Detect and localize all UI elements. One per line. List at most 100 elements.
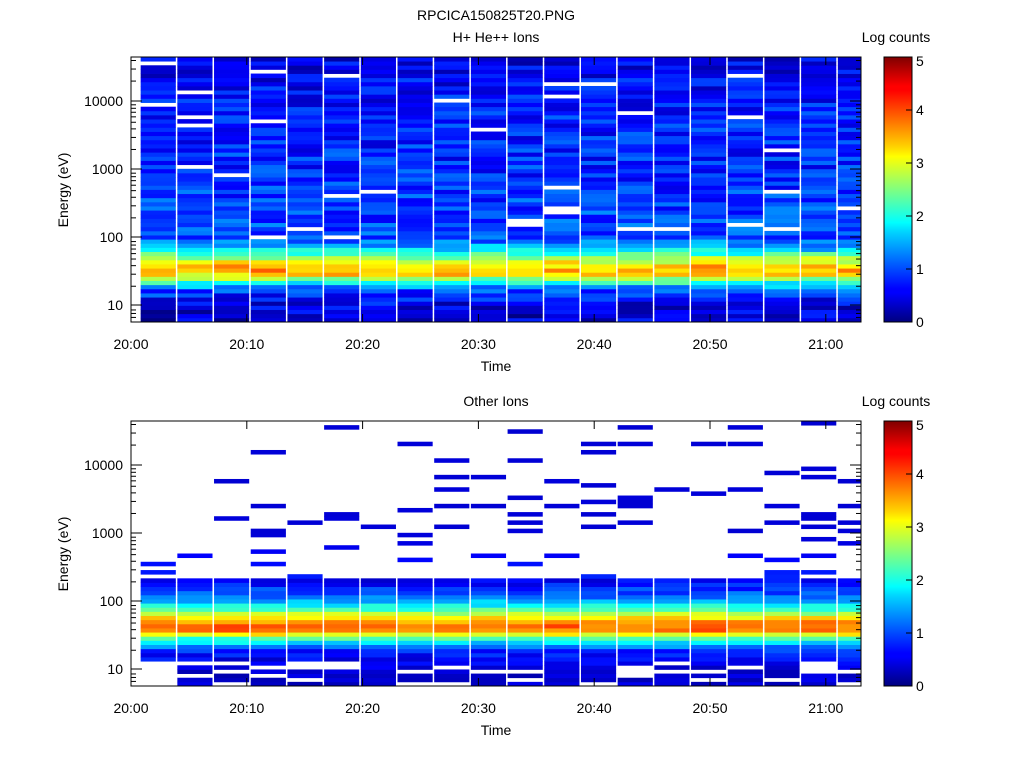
heatmap-cell xyxy=(250,313,286,319)
heatmap-cell xyxy=(324,243,360,248)
colorbar-tick: 2 xyxy=(916,572,924,588)
heatmap-cell xyxy=(470,259,507,265)
heatmap-cell xyxy=(287,230,323,236)
heatmap-cell xyxy=(177,243,213,248)
heatmap-cell xyxy=(140,235,176,240)
heatmap-cell xyxy=(140,69,176,74)
heatmap-cell xyxy=(434,628,470,633)
heatmap-cell xyxy=(580,599,617,604)
heatmap-cell xyxy=(691,636,727,641)
heatmap-cell xyxy=(177,185,213,190)
heatmap-cell xyxy=(617,201,653,207)
heatmap-cell xyxy=(250,561,286,567)
heatmap-cell xyxy=(287,69,323,74)
heatmap-cell xyxy=(727,172,763,178)
heatmap-cell xyxy=(801,168,837,174)
heatmap-cell xyxy=(250,106,286,112)
heatmap-cell xyxy=(801,652,837,658)
heatmap-cell xyxy=(580,657,617,662)
heatmap-cell xyxy=(801,570,837,575)
heatmap-cell xyxy=(250,652,286,658)
heatmap-cell xyxy=(580,673,617,679)
heatmap-cell xyxy=(397,114,433,120)
heatmap-cell xyxy=(727,264,763,269)
heatmap-cell xyxy=(287,619,323,625)
heatmap-cell xyxy=(617,255,653,261)
heatmap-cell xyxy=(287,181,323,186)
heatmap-cell xyxy=(287,652,323,658)
heatmap-cell xyxy=(544,65,580,70)
heatmap-cell xyxy=(214,594,250,600)
heatmap-cell xyxy=(801,247,837,253)
heatmap-cell xyxy=(654,94,690,99)
heatmap-cell xyxy=(727,288,763,294)
heatmap-cell xyxy=(470,143,507,149)
heatmap-cell xyxy=(177,623,213,629)
heatmap-cell xyxy=(617,284,653,290)
x-tick-label: 20:00 xyxy=(113,700,148,716)
heatmap-cell xyxy=(580,131,617,137)
y-minor-ticks xyxy=(131,60,861,323)
heatmap-cell xyxy=(837,110,862,116)
heatmap-cell xyxy=(470,661,507,666)
heatmap-cell xyxy=(397,644,433,650)
heatmap-cell xyxy=(287,98,323,103)
heatmap-cell xyxy=(397,214,433,219)
heatmap-cell xyxy=(324,594,360,600)
heatmap-cell xyxy=(360,665,396,670)
heatmap-cell xyxy=(470,623,507,629)
heatmap-cell xyxy=(580,305,617,310)
heatmap-cell xyxy=(140,110,176,116)
heatmap-cell xyxy=(837,193,862,199)
heatmap-cell xyxy=(764,135,800,141)
heatmap-cell xyxy=(324,669,360,674)
heatmap-cell xyxy=(837,139,862,145)
colorbar: 0 1 2 3 4 5 xyxy=(883,417,924,694)
heatmap-cell xyxy=(837,578,862,583)
heatmap-cell xyxy=(617,301,653,306)
heatmap-cell xyxy=(324,226,360,232)
heatmap-cell xyxy=(507,110,543,116)
heatmap-cell xyxy=(397,185,433,190)
heatmap-cell xyxy=(140,623,176,629)
heatmap-cell xyxy=(580,276,617,281)
heatmap-cell xyxy=(727,284,763,290)
heatmap-cell xyxy=(140,628,176,633)
heatmap-cell xyxy=(324,255,360,261)
heatmap-cell xyxy=(470,264,507,269)
heatmap-cell xyxy=(287,239,323,244)
heatmap-cell xyxy=(544,226,580,232)
heatmap-cell xyxy=(470,305,507,310)
heatmap-cell xyxy=(580,247,617,253)
heatmap-cell xyxy=(214,57,250,62)
heatmap-cell xyxy=(324,673,360,679)
heatmap-cell xyxy=(360,90,396,95)
heatmap-cell xyxy=(837,673,862,679)
heatmap-cell xyxy=(764,181,800,186)
heatmap-cell xyxy=(287,280,323,286)
heatmap-cell xyxy=(250,549,286,554)
heatmap-cell xyxy=(507,185,543,190)
heatmap-cell xyxy=(214,288,250,294)
heatmap-cell xyxy=(801,102,837,108)
heatmap-cell xyxy=(544,181,580,186)
heatmap-cell xyxy=(434,603,470,608)
heatmap-cell xyxy=(470,280,507,286)
heatmap-cell xyxy=(654,73,690,79)
heatmap-cell xyxy=(727,106,763,112)
heatmap-cell xyxy=(837,632,862,637)
heatmap-cell xyxy=(691,98,727,103)
heatmap-cell xyxy=(727,681,763,687)
heatmap-cell xyxy=(397,603,433,608)
heatmap-cell xyxy=(507,599,543,604)
heatmap-cell xyxy=(837,168,862,174)
heatmap-cell xyxy=(360,193,396,199)
heatmap-cell xyxy=(360,247,396,253)
heatmap-cell xyxy=(287,123,323,128)
heatmap-cell xyxy=(140,313,176,319)
heatmap-cell xyxy=(617,280,653,286)
heatmap-cell xyxy=(580,586,617,592)
heatmap-cell xyxy=(544,164,580,170)
heatmap-cell xyxy=(727,218,763,224)
heatmap-cell xyxy=(544,607,580,612)
